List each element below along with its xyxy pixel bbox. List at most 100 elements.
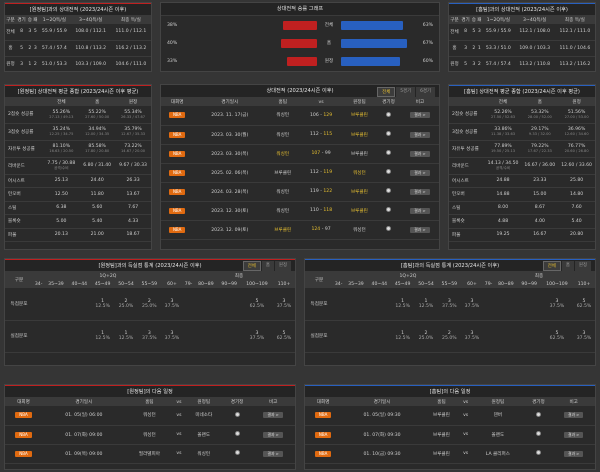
cell-value: 34.94% bbox=[88, 127, 106, 132]
table-cell: 12.60 / 33.60 bbox=[558, 157, 595, 175]
ball-cell bbox=[524, 444, 553, 464]
vs-label: vs bbox=[460, 425, 472, 445]
table-cell: 51.56% 27.00 / 53.00 bbox=[558, 106, 595, 124]
away-team: LA 클리퍼스 bbox=[471, 444, 525, 464]
group-label-header: 구분 bbox=[5, 272, 33, 288]
distribution-cell: 3 37.5% bbox=[461, 320, 483, 353]
table-row: 턴오버 14.88 15.00 14.80 bbox=[449, 187, 595, 202]
count: 3 bbox=[170, 298, 174, 304]
distribution-cell bbox=[344, 288, 368, 321]
table-cell: 21.00 bbox=[79, 228, 116, 242]
distribution-cell: 1 12.5% bbox=[414, 288, 438, 321]
tab-2[interactable]: 원정 bbox=[574, 261, 591, 271]
tab-1[interactable]: 5경기 bbox=[396, 87, 416, 97]
home-team: 브루클린 bbox=[266, 163, 300, 183]
home-average-table: 전체 홈 원정 2점슛 성공률 52.26% 27.50 / 52.63 53.32% 28.… bbox=[449, 98, 595, 242]
league-badge: NBA bbox=[168, 226, 186, 233]
table-cell: 7.60 bbox=[558, 201, 595, 215]
column-header: 대회명 bbox=[161, 98, 194, 106]
tab-2[interactable]: 원정 bbox=[274, 261, 291, 271]
table-row: 스틸 8.00 8.67 7.60 bbox=[449, 201, 595, 215]
panel-title: 상대전적 (2023/24시즌 이후) bbox=[161, 85, 439, 98]
home-team: 워싱턴 bbox=[266, 106, 300, 126]
cell-value: 7.75 / 30.88 bbox=[47, 160, 76, 166]
result-button[interactable]: 결과 > bbox=[410, 207, 430, 214]
home-team: 필라델피아 bbox=[125, 444, 174, 464]
distribution-cell: 3 37.5% bbox=[573, 320, 595, 353]
tab-0[interactable]: 전체 bbox=[242, 261, 261, 271]
result-cell: 결과 > bbox=[400, 144, 439, 164]
basketball-icon bbox=[385, 111, 391, 117]
table-cell: 19.25 bbox=[484, 228, 522, 242]
away-score-table: 구분 1Q+2Q 최종 34- 35~39 40~44 45~49 50~54 55~59 60+… bbox=[5, 272, 295, 353]
percent: 25.0% bbox=[442, 336, 457, 341]
range-header-row: 34- 35~39 40~44 45~49 50~54 55~59 60+ 79- 80~89 9… bbox=[305, 280, 595, 288]
home-team: 브루클린 bbox=[422, 425, 461, 445]
league-cell: NBA bbox=[5, 425, 43, 445]
table-row: NBA 2023. 03. 30(목) 워싱턴 107 - 99 브루클린 결과 > bbox=[161, 144, 439, 164]
result-button[interactable]: 결과 > bbox=[410, 131, 430, 138]
table-cell: 2 bbox=[476, 56, 483, 71]
percent: 37.5% bbox=[142, 336, 157, 341]
home-team: 브루클린 bbox=[422, 444, 461, 464]
result-button[interactable]: 결과 > bbox=[263, 431, 283, 438]
tab-2[interactable]: 6경기 bbox=[416, 87, 435, 97]
final-header: 최종 bbox=[482, 272, 595, 280]
away-score-panel: [원정팀]과의 득실점 통계 (2023/24시즌 이후) 전체 홈 원정 구분 1Q… bbox=[4, 258, 296, 366]
row-label: 실점분포 bbox=[5, 320, 33, 353]
table-cell: 29.17% 9.33 / 32.00 bbox=[521, 123, 559, 141]
result-button[interactable]: 결과 > bbox=[410, 150, 430, 157]
cell-value: 16.67 bbox=[533, 232, 547, 238]
percent: 62.5% bbox=[276, 336, 292, 341]
tab-1[interactable]: 홈 bbox=[561, 261, 574, 271]
table-cell: 9.67 / 30.33 bbox=[115, 157, 151, 175]
cell-value: 18.67 bbox=[126, 232, 140, 238]
percent: 25.0% bbox=[142, 303, 157, 309]
result-button[interactable]: 결과 > bbox=[410, 112, 430, 119]
cell-value: 5.00 bbox=[56, 218, 67, 224]
cell-value: 24.88 bbox=[496, 178, 510, 184]
table-cell: 35.24% 12.25 / 34.75 bbox=[43, 123, 80, 141]
result-button[interactable]: 결과 > bbox=[563, 412, 584, 419]
tab-0[interactable]: 전체 bbox=[377, 87, 396, 97]
date-cell: 01. 09(목) 09:00 bbox=[42, 444, 126, 464]
count: 2 bbox=[424, 331, 428, 336]
cell-detail: 9.33 / 32.00 bbox=[528, 132, 551, 136]
column-header: vs bbox=[173, 398, 185, 406]
table-row: 스틸 6.38 5.60 7.67 bbox=[5, 201, 151, 215]
tab-0[interactable]: 전체 bbox=[542, 261, 561, 271]
result-button[interactable]: 결과 > bbox=[410, 226, 430, 233]
league-cell: NBA bbox=[305, 444, 342, 464]
count: 5 bbox=[255, 298, 259, 304]
table-row: NBA 01. 07(화) 09:00 워싱턴 vs 올랜도 결과 > bbox=[5, 425, 295, 445]
tab-1[interactable]: 홈 bbox=[261, 261, 274, 271]
table-cell: 5 bbox=[460, 56, 472, 71]
table-row: 원정 3 1 2 51.0 / 53.3 103.3 / 109.0 104.6 / 111… bbox=[5, 56, 151, 71]
table-cell: 16.67 / 36.00 bbox=[521, 157, 559, 175]
basketball-icon bbox=[385, 207, 391, 212]
result-button[interactable]: 결과 > bbox=[410, 188, 430, 195]
cell-value: 35.24% bbox=[52, 127, 71, 132]
league-cell: NBA bbox=[5, 444, 43, 464]
result-button[interactable]: 결과 > bbox=[263, 412, 283, 419]
table-cell: 홈 bbox=[5, 40, 17, 57]
distribution-cell: 3 37.5% bbox=[273, 288, 295, 321]
table-row: 전체 8 5 3 55.9 / 55.9 112.1 / 108.0 112.1 / 111… bbox=[449, 24, 595, 41]
result-button[interactable]: 결과 > bbox=[563, 450, 584, 457]
table-cell: 112.1 / 111.0 bbox=[554, 24, 595, 41]
basketball-icon bbox=[385, 131, 391, 136]
table-row: 턴오버 12.50 11.80 13.67 bbox=[5, 187, 151, 202]
table-cell: 77.89% 19.50 / 25.13 bbox=[484, 140, 522, 158]
away-team: 워싱턴 bbox=[342, 163, 377, 183]
panel-title: 상대전적 승률 그래프 bbox=[161, 3, 439, 16]
result-button[interactable]: 결과 > bbox=[563, 431, 584, 438]
table-row: NBA 2023. 12. 30(토) 워싱턴 110 - 118 브루클린 결과 > bbox=[161, 201, 439, 221]
distribution-cell bbox=[67, 320, 91, 353]
result-button[interactable]: 결과 > bbox=[410, 169, 430, 176]
result-button[interactable]: 결과 > bbox=[263, 450, 283, 457]
date-cell: 01. 05(일) 06:00 bbox=[42, 406, 126, 426]
basketball-icon bbox=[234, 450, 240, 455]
cell-value: 16.67 / 36.00 bbox=[524, 163, 556, 168]
panel-title: [원정팀]과의 상대전적 (2023/24시즌 이후) bbox=[5, 3, 151, 16]
date-cell: 01. 07(화) 09:30 bbox=[341, 425, 423, 445]
